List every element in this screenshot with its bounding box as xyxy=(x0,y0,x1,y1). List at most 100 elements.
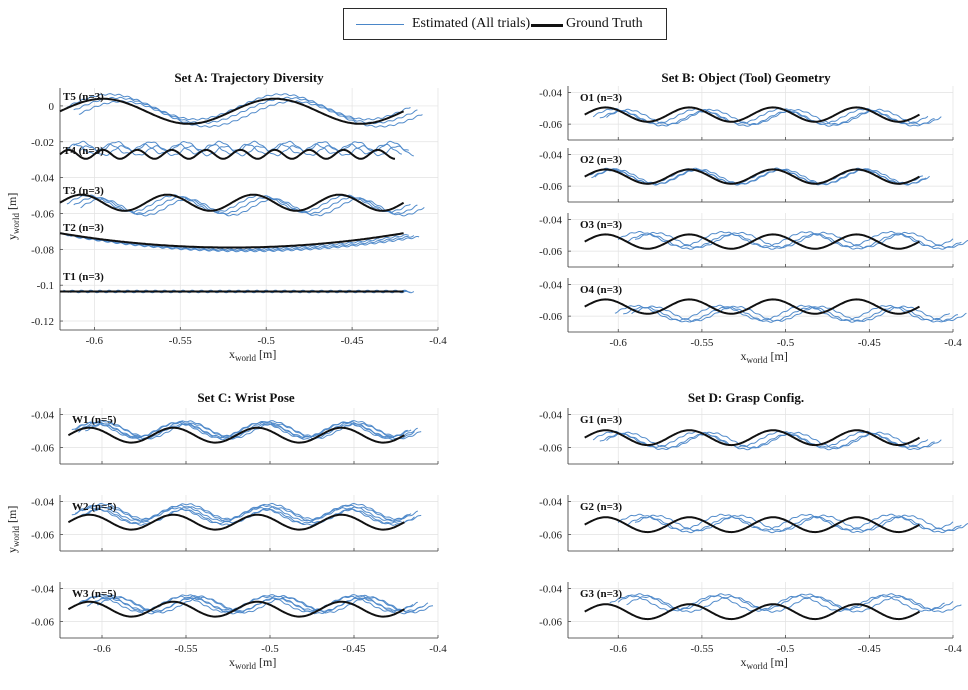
set-c-w3-ground-truth-line xyxy=(67,600,405,618)
set-b-x-axis-label: xworld [m] xyxy=(741,349,788,365)
set-d-g1-y-tick-label: -0.06 xyxy=(539,443,562,455)
set-d-g2-label: G2 (n=3) xyxy=(580,501,622,513)
set-c-w3-estimated-line xyxy=(96,596,434,614)
set-a-t3-ground-truth-line xyxy=(59,193,405,212)
set-c-w1-estimated-line xyxy=(85,422,422,440)
set-a-x-tick-label: -0.45 xyxy=(341,335,364,347)
set-d-g1-estimated-line xyxy=(599,433,935,451)
set-b-o4-x-tick-label: -0.4 xyxy=(944,337,962,349)
set-b-o4-estimated-line xyxy=(631,305,967,322)
set-a-y-tick-label: -0.08 xyxy=(31,244,54,256)
set-b-o2-label: O2 (n=3) xyxy=(580,154,622,166)
set-d-x-axis-label: xworld [m] xyxy=(741,655,788,671)
set-d-g3-x-tick-label: -0.6 xyxy=(610,643,628,655)
set-b-o1-y-tick-label: -0.04 xyxy=(539,87,562,99)
set-b-o3-estimated-line xyxy=(634,231,968,249)
set-c-w1-estimated-line xyxy=(78,423,415,441)
set-a-t2-label: T2 (n=3) xyxy=(63,222,104,234)
set-a-x-tick-label: -0.55 xyxy=(169,335,192,347)
set-a-x-tick-label: -0.5 xyxy=(257,335,275,347)
set-d-g1-label: G1 (n=3) xyxy=(580,414,622,426)
set-d-g3-y-tick-label: -0.04 xyxy=(539,584,562,596)
set-c-w3-x-tick-label: -0.4 xyxy=(429,643,447,655)
set-c-w3-x-tick-label: -0.5 xyxy=(261,643,279,655)
set-b-o4-x-tick-label: -0.5 xyxy=(777,337,795,349)
set-b-o2-y-tick-label: -0.06 xyxy=(539,181,562,193)
set-a-x-axis-label: xworld [m] xyxy=(229,347,276,363)
set-b-o1-estimated-line xyxy=(606,108,942,126)
set-b-o3-y-tick-label: -0.04 xyxy=(539,214,562,226)
set-a-t5-estimated-line xyxy=(78,100,423,128)
set-d-g2-ground-truth-line xyxy=(584,516,921,534)
set-b-o2-ground-truth-line xyxy=(584,168,920,185)
set-b-o4-ground-truth-line xyxy=(584,298,920,315)
set-d-g3-ground-truth-line xyxy=(584,603,921,621)
legend-estimated-swatch xyxy=(356,24,404,25)
set-d-g3-label: G3 (n=3) xyxy=(580,588,622,600)
set-d-g3-x-tick-label: -0.45 xyxy=(858,643,881,655)
set-b-o4-x-tick-label: -0.45 xyxy=(858,337,881,349)
set-a-t1-label: T1 (n=3) xyxy=(63,271,104,283)
set-c-w3-x-tick-label: -0.55 xyxy=(175,643,198,655)
set-c-w1-estimated-line xyxy=(71,421,408,439)
set-d-title: Set D: Grasp Config. xyxy=(688,390,804,405)
set-a-t3-estimated-line xyxy=(80,197,425,217)
set-b-o4-x-tick-label: -0.6 xyxy=(610,337,628,349)
set-c-w1-label: W1 (n=5) xyxy=(72,414,117,426)
set-c-w1-ground-truth-line xyxy=(67,426,405,444)
set-a-t5-label: T5 (n=3) xyxy=(63,91,104,103)
set-c-w2-estimated-line xyxy=(81,502,418,521)
legend-ground-truth-swatch xyxy=(531,24,563,27)
set-a-y-tick-label: -0.02 xyxy=(31,137,54,149)
set-a-t5-ground-truth-line xyxy=(59,97,405,125)
set-a-t5-estimated-line xyxy=(66,93,411,121)
set-a-y-tick-label: 0 xyxy=(49,101,55,113)
set-a-y-tick-label: -0.1 xyxy=(37,280,54,292)
set-a-y-tick-label: -0.06 xyxy=(31,208,54,220)
set-a-t4-label: T4 (n=3) xyxy=(63,145,104,157)
set-a-t3-label: T3 (n=3) xyxy=(63,185,104,197)
set-c-w3-y-tick-label: -0.06 xyxy=(31,617,54,629)
set-b-o4-y-tick-label: -0.04 xyxy=(539,279,562,291)
set-d-g3-y-tick-label: -0.06 xyxy=(539,617,562,629)
set-b-o3-ground-truth-line xyxy=(584,233,920,250)
set-a-t2-estimated-line xyxy=(75,235,420,253)
set-d-g1-estimated-line xyxy=(606,431,942,449)
set-c-y-axis-label: yworld [m] xyxy=(5,506,21,553)
set-b-o4-y-tick-label: -0.06 xyxy=(539,311,562,323)
set-c-w2-ground-truth-line xyxy=(67,513,405,531)
set-a-y-tick-label: -0.12 xyxy=(31,316,54,328)
set-b-o4-label: O4 (n=3) xyxy=(580,284,622,296)
set-c-w1-y-tick-label: -0.06 xyxy=(31,443,54,455)
set-c-w2-y-tick-label: -0.04 xyxy=(31,497,54,509)
set-b-o1-ground-truth-line xyxy=(584,106,920,123)
legend-estimated-label: Estimated (All trials) xyxy=(412,16,531,31)
set-b-o4-estimated-line xyxy=(623,306,959,323)
set-c-x-axis-label: xworld [m] xyxy=(229,655,276,671)
set-b-o2-y-tick-label: -0.04 xyxy=(539,149,562,161)
set-b-o1-label: O1 (n=3) xyxy=(580,92,622,104)
set-c-w2-y-tick-label: -0.06 xyxy=(31,530,54,542)
set-d-g2-y-tick-label: -0.04 xyxy=(539,497,562,509)
set-d-g3-x-tick-label: -0.5 xyxy=(777,643,795,655)
set-b-o4-x-tick-label: -0.55 xyxy=(690,337,713,349)
set-b-o3-y-tick-label: -0.06 xyxy=(539,246,562,258)
legend: Estimated (All trials) Ground Truth xyxy=(343,8,667,40)
set-a-t3-estimated-line xyxy=(73,196,418,215)
set-d-g3-estimated-line xyxy=(626,595,962,613)
set-d-g3-x-tick-label: -0.4 xyxy=(944,643,962,655)
set-a-title: Set A: Trajectory Diversity xyxy=(174,70,324,85)
set-a-t4-ground-truth-line xyxy=(59,148,396,160)
set-b-title: Set B: Object (Tool) Geometry xyxy=(661,70,831,85)
set-d-g2-estimated-line xyxy=(634,514,968,532)
set-c-title: Set C: Wrist Pose xyxy=(197,390,295,405)
set-c-w3-y-tick-label: -0.04 xyxy=(31,584,54,596)
set-a-x-tick-label: -0.4 xyxy=(429,335,447,347)
set-c-w3-x-tick-label: -0.6 xyxy=(93,643,111,655)
set-c-w2-label: W2 (n=5) xyxy=(72,501,117,513)
set-a-t5-estimated-line xyxy=(73,96,418,125)
set-a-y-tick-label: -0.04 xyxy=(31,173,54,185)
set-d-g1-y-tick-label: -0.04 xyxy=(539,410,562,422)
set-c-w3-x-tick-label: -0.45 xyxy=(343,643,366,655)
